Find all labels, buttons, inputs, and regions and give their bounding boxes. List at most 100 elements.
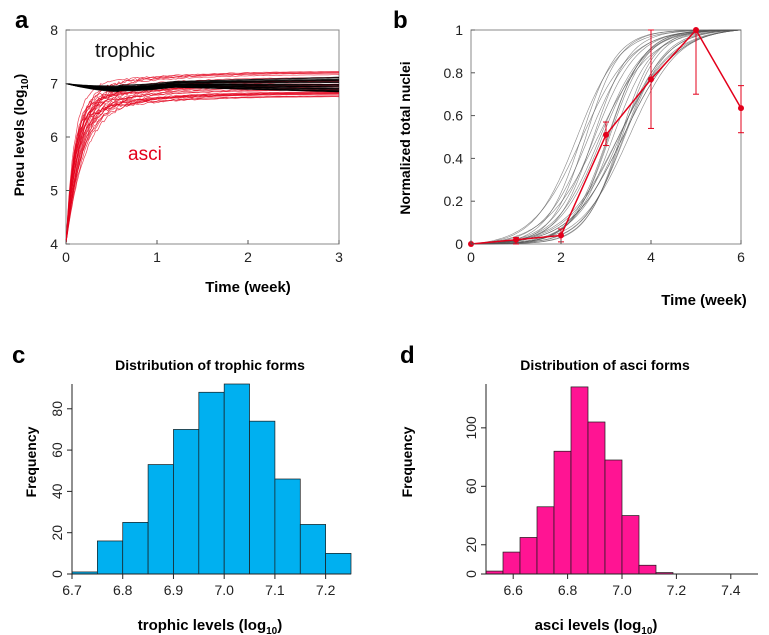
x-tick-label: 0 <box>467 249 475 265</box>
asci-curve <box>65 92 339 245</box>
x-tick-label: 6 <box>737 249 745 265</box>
y-axis-label: Frequency <box>23 426 39 497</box>
asci-curve <box>65 77 340 245</box>
observed-point <box>558 232 564 239</box>
x-tick-label: 6.8 <box>558 582 578 598</box>
observed-point <box>738 105 744 112</box>
asci-curve <box>65 92 339 245</box>
histogram-bar <box>198 391 225 575</box>
x-axis-label: trophic levels (log10) <box>138 617 282 635</box>
histogram-bar <box>587 421 606 575</box>
panel-label-d: d <box>400 342 415 369</box>
panel-b: 0 2 4 6 0 0.2 0.4 0.6 0.8 1 Time (week) Normalized … <box>397 22 747 309</box>
x-tick-label: 7.0 <box>214 582 234 598</box>
panel-a: 0 1 2 3 4 5 6 7 8 Time (week) Pneu levels (log10) t… <box>11 22 343 296</box>
chart-title: Distribution of trophic forms <box>115 357 305 373</box>
asci-curve <box>65 96 340 245</box>
y-tick-label: 0 <box>49 570 65 578</box>
histogram-bar <box>570 386 589 575</box>
asci-curve <box>65 95 340 245</box>
plot-frame <box>470 29 742 245</box>
asci-curve <box>65 86 339 245</box>
x-axis-label: Time (week) <box>661 292 747 309</box>
asci-curve <box>65 80 340 245</box>
histogram-bar <box>97 540 124 575</box>
histogram-bar <box>519 537 538 575</box>
y-axis-label: Pneu levels (log10) <box>11 74 31 196</box>
asci-curve <box>65 85 340 245</box>
y-tick-label: 60 <box>49 442 65 458</box>
y-tick-label: 4 <box>50 236 58 252</box>
histogram-bar <box>604 459 623 575</box>
panel-d: 6.6 6.8 7.0 7.2 7.4 0 20 60 100 Distribution of a… <box>399 357 758 635</box>
x-tick-label: 4 <box>647 249 655 265</box>
histogram-bar <box>274 478 301 575</box>
y-tick-label: 40 <box>49 483 65 499</box>
x-tick-label: 1 <box>153 249 161 265</box>
panel-c: 6.7 6.8 6.9 7.0 7.1 7.2 0 20 40 60 80 Distribution … <box>23 357 352 635</box>
y-tick-label: 5 <box>50 183 58 199</box>
y-tick-label: 0.2 <box>444 193 464 209</box>
asci-curve <box>65 87 340 245</box>
panel-label-a: a <box>15 7 29 34</box>
trophic-curve <box>65 77 340 88</box>
histogram-bar <box>536 506 555 575</box>
x-tick-label: 7.2 <box>667 582 687 598</box>
histogram-bar <box>553 450 572 575</box>
observed-point <box>513 236 519 243</box>
panel-label-b: b <box>393 7 408 34</box>
panel-label-c: c <box>12 342 25 369</box>
annotation-trophic: trophic <box>95 40 155 62</box>
x-tick-label: 7.2 <box>316 582 336 598</box>
x-tick-label: 7.4 <box>721 582 741 598</box>
observed-point <box>603 131 609 138</box>
y-tick-label: 8 <box>50 22 58 38</box>
asci-curve <box>65 93 339 245</box>
histogram-bar <box>299 524 326 575</box>
x-tick-label: 0 <box>62 249 70 265</box>
asci-curve <box>65 95 339 245</box>
y-tick-label: 20 <box>463 537 479 553</box>
histogram-bar <box>147 464 174 575</box>
trophic-curve <box>65 83 340 92</box>
x-tick-label: 6.8 <box>113 582 133 598</box>
y-tick-label: 0.4 <box>444 150 464 166</box>
histogram-bar <box>122 522 149 575</box>
y-tick-label: 6 <box>50 129 58 145</box>
x-tick-label: 6.6 <box>503 582 523 598</box>
y-axis-label: Frequency <box>399 426 415 497</box>
y-tick-label: 1 <box>455 22 463 38</box>
histogram-bar <box>502 551 521 575</box>
asci-curve <box>65 88 340 245</box>
histogram-bar <box>223 383 250 575</box>
asci-curve <box>65 71 339 245</box>
y-tick-label: 0 <box>455 236 463 252</box>
y-tick-label: 60 <box>463 478 479 494</box>
trophic-curve <box>65 82 339 91</box>
chart-title: Distribution of asci forms <box>520 357 690 373</box>
histogram-bar <box>638 564 657 575</box>
y-tick-label: 0.6 <box>444 108 464 124</box>
x-tick-label: 3 <box>335 249 343 265</box>
y-tick-label: 80 <box>49 401 65 417</box>
x-axis-label: asci levels (log10) <box>535 617 658 635</box>
y-tick-label: 0 <box>463 570 479 578</box>
x-axis-label: Time (week) <box>205 279 291 296</box>
asci-curve <box>65 72 340 245</box>
observed-point <box>693 27 699 33</box>
histogram-bar <box>173 429 200 575</box>
y-tick-label: 20 <box>49 525 65 541</box>
x-tick-label: 6.7 <box>62 582 82 598</box>
histogram-bar <box>325 552 352 575</box>
observed-point <box>648 76 654 83</box>
annotation-asci: asci <box>128 144 162 165</box>
y-tick-label: 100 <box>463 416 479 440</box>
y-tick-label: 7 <box>50 76 58 92</box>
x-tick-label: 6.9 <box>164 582 184 598</box>
x-tick-label: 2 <box>557 249 565 265</box>
x-tick-label: 7.1 <box>265 582 285 598</box>
x-tick-label: 7.0 <box>612 582 632 598</box>
histogram-bar <box>621 515 640 575</box>
y-tick-label: 0.8 <box>444 65 464 81</box>
